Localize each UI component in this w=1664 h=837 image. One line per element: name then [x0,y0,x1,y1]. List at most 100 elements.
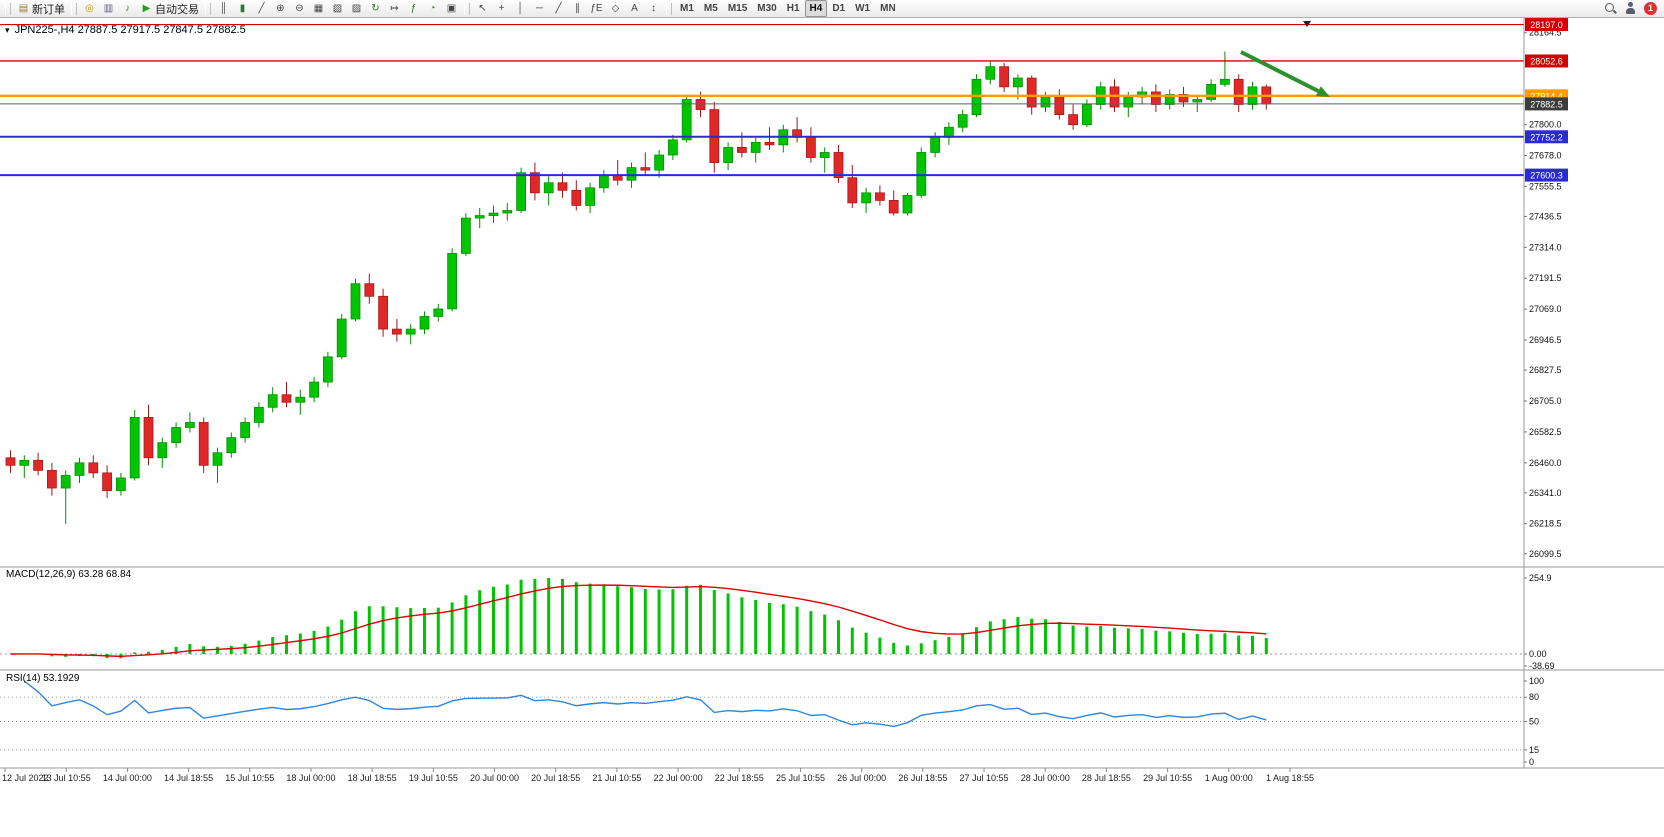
trendline-tool-icon[interactable]: ╱ [549,0,568,17]
candle-body [543,182,554,194]
price-badge-label: 27600.3 [1530,171,1563,181]
tf-m30-button[interactable]: M30 [757,3,777,14]
search-icon[interactable] [1604,2,1617,15]
new-order-button[interactable]: ▤ 新订单 [14,0,68,17]
time-label: 29 Jul 10:55 [1143,773,1192,783]
candle-body [116,477,126,491]
text-tool-icon[interactable]: A [625,0,644,17]
trend-arrow-head[interactable] [1315,86,1330,97]
tf-h1-button[interactable]: H1 [786,3,800,14]
profiles-icon[interactable]: ▨ [347,0,366,17]
price-tick-label: 28164.5 [1529,28,1562,38]
candle-body [281,394,292,403]
candle-body [930,136,940,153]
candle-body [392,328,402,335]
price-tick-label: 26099.5 [1529,549,1562,559]
toolbar: ▤ 新订单 ◎ ▥ ♪ ▶ 自动交易 ║ ▮ ╱ ⊕ ⊖ ▦ ▧ ▨ ↻ ↦ ƒ ◔ ▣ ↖ + │ ─ ╱ ∥ ƒE ◇ A ↕ M1 M5… [0,0,1664,18]
trend-arrow[interactable] [1240,50,1320,93]
candle-body [171,427,181,444]
candle-body [1233,78,1244,105]
cursor-tool-icon[interactable]: ↖ [473,0,492,17]
price-tick-label: 27555.5 [1529,181,1562,191]
new-chart-icon: ▧ [332,3,343,14]
candle-body [60,475,71,489]
tf-h4-button[interactable]: H4 [804,0,828,17]
candle-body [957,114,968,128]
autotrading-button[interactable]: ▶ 自动交易 [137,0,202,17]
text-tool-icon: A [631,3,638,14]
panel-separators [0,17,1664,769]
candle-body [819,152,830,158]
price-badge-label: 27752.2 [1530,132,1563,142]
chart-plot-area[interactable] [0,17,1524,568]
tf-m1-button[interactable]: M1 [680,3,694,14]
candle-body [1013,77,1023,88]
time-label: 1 Aug 00:00 [1205,773,1253,783]
zoom-in-icon[interactable]: ⊕ [271,0,290,17]
bar-chart-icon[interactable]: ║ [214,0,233,17]
candle-body [502,210,513,214]
channel-tool-icon[interactable]: ∥ [568,0,587,17]
candle-body [129,417,140,479]
candle-body [47,470,57,489]
tile-windows-icon[interactable]: ▦ [309,0,328,17]
candle-body [378,295,388,330]
candle-body [226,437,237,454]
candle-body [1082,104,1092,126]
price-tick-label: 26341.0 [1529,488,1562,498]
tf-d1-button[interactable]: D1 [832,3,846,14]
candle-body [405,328,416,335]
macd-axis-label: 254.9 [1529,573,1552,583]
candle-body [433,308,444,317]
tf-w1-button[interactable]: W1 [855,3,871,14]
candlestick-chart-icon[interactable]: ▮ [233,0,252,17]
notification-badge[interactable]: 1 [1644,2,1657,15]
horizontal-line-tool-icon: ─ [535,3,544,14]
channel-tool-icon: ∥ [575,3,580,14]
price-axis[interactable]: 28164.5 27800.0 27678.0 27555.5 27436.5 27314… [1524,18,1568,767]
shapes-tool-icon[interactable]: ◇ [606,0,625,17]
candle-body [999,66,1009,88]
rsi-axis-label: 100 [1529,676,1544,686]
time-label: 18 Jul 00:00 [286,773,335,783]
vertical-line-tool-icon[interactable]: │ [511,0,530,17]
candle-body [323,356,333,383]
crosshair-tool-icon[interactable]: + [492,0,511,17]
line-chart-icon[interactable]: ╱ [252,0,271,17]
collapse-icon[interactable]: ▾ [5,25,10,35]
zoom-out-icon: ⊖ [295,3,304,14]
templates-icon[interactable]: ▣ [442,0,461,17]
arrows-tool-icon[interactable]: ↕ [644,0,663,17]
rsi-axis-label: 0 [1529,757,1534,767]
candle-body [88,462,99,474]
data-window-icon[interactable]: ▥ [99,0,118,17]
horizontal-line-tool-icon[interactable]: ─ [530,0,549,17]
candle-body [1054,96,1065,115]
price-tick-label: 26827.5 [1529,365,1562,375]
tf-m15-button[interactable]: M15 [727,3,748,14]
indicators-icon[interactable]: ƒ [404,0,423,17]
candle-body [1164,94,1175,105]
candle-body [295,396,306,403]
candle-body [571,189,582,206]
price-badge-label: 28197.0 [1530,20,1563,30]
candle-body [737,147,747,153]
market-watch-icon[interactable]: ◎ [80,0,99,17]
new-order-button-label: 新订单 [32,3,65,16]
line-marker-icon[interactable] [1303,21,1311,27]
candle-body [461,217,471,254]
tf-mn-button[interactable]: MN [880,3,896,14]
auto-scroll-icon[interactable]: ↻ [366,0,385,17]
terminal-icon[interactable]: ♪ [118,0,137,17]
tf-m5-button[interactable]: M5 [703,3,718,14]
candle-body [212,452,223,466]
user-icon[interactable] [1624,2,1637,15]
time-label: 25 Jul 10:55 [776,773,825,783]
new-chart-icon[interactable]: ▧ [328,0,347,17]
chart-shift-icon[interactable]: ↦ [385,0,404,17]
zoom-out-icon[interactable]: ⊖ [290,0,309,17]
candle-body [5,457,16,466]
periods-icon[interactable]: ◔ [423,0,442,17]
fibonacci-tool-icon[interactable]: ƒE [587,0,606,17]
